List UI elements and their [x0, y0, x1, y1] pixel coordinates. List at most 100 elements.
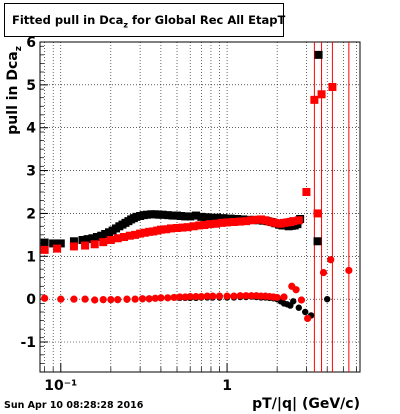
data-point-black: [69, 237, 78, 246]
data-point-red: [328, 83, 337, 91]
data-point-black: [158, 210, 167, 219]
data-point-red: [186, 292, 194, 301]
data-point-red: [261, 216, 270, 225]
data-point-red: [252, 215, 261, 224]
data-point-red: [173, 224, 182, 232]
data-point-red: [192, 292, 200, 301]
data-point-red: [289, 217, 298, 226]
data-point-red: [236, 292, 244, 300]
data-point-red: [40, 245, 49, 254]
data-point-red: [145, 227, 154, 236]
x-axis-label: pT/|q| (GeV/c): [252, 396, 360, 412]
data-point-black: [219, 214, 228, 223]
data-point-red: [90, 240, 99, 249]
data-point-red: [327, 256, 335, 264]
data-point-red: [131, 230, 140, 239]
data-point-black: [78, 236, 87, 244]
data-point-red: [131, 295, 139, 303]
data-point-red: [69, 242, 78, 251]
data-point-red: [120, 233, 129, 241]
data-point-red: [195, 221, 204, 230]
data-point-black: [314, 50, 323, 59]
data-point-red: [99, 295, 107, 304]
data-point-red: [206, 220, 215, 229]
y-tick-label: 0: [26, 292, 36, 308]
y-axis-label-sub: z: [14, 46, 24, 51]
data-point-black: [323, 295, 331, 303]
data-point-red: [197, 292, 205, 301]
data-point-red: [114, 295, 122, 304]
data-point-red: [310, 95, 319, 104]
data-point-red: [106, 236, 115, 244]
data-point-red: [70, 295, 78, 303]
data-point-red: [145, 295, 153, 303]
y-tick-label: 4: [26, 121, 36, 137]
plot-frame: [39, 41, 361, 373]
data-point-red: [178, 223, 187, 232]
data-point-red: [345, 266, 353, 275]
data-point-red: [297, 296, 306, 304]
data-point-red: [57, 295, 65, 303]
data-point-red: [247, 216, 256, 225]
data-point-black: [313, 237, 322, 246]
data-point-red: [209, 292, 217, 300]
data-point-red: [223, 292, 231, 300]
data-point-black: [163, 211, 172, 220]
data-point-black: [191, 211, 200, 220]
data-point-red: [123, 295, 131, 303]
y-tick-label: 2: [26, 206, 36, 222]
data-point-red: [138, 295, 147, 303]
data-point-red: [242, 292, 250, 300]
data-point-red: [81, 295, 89, 303]
data-point-red: [41, 294, 49, 302]
chart-title: Fitted pull in Dcaz for Global Rec All E…: [12, 13, 285, 29]
data-point-red: [257, 215, 266, 224]
data-point-black: [92, 233, 101, 241]
data-point-red: [157, 294, 165, 302]
y-tick-label: 1: [26, 249, 36, 265]
data-point-red: [151, 294, 159, 302]
data-point-black: [143, 210, 152, 219]
data-point-red: [236, 217, 245, 226]
data-point-black: [213, 213, 222, 222]
data-point-red: [156, 225, 165, 234]
data-point-black: [290, 298, 297, 305]
data-point-black: [197, 212, 206, 221]
data-point-black: [173, 211, 182, 220]
data-point-black: [302, 308, 309, 316]
data-point-black: [168, 211, 177, 220]
data-point-red: [53, 244, 62, 253]
data-point-black: [295, 304, 303, 311]
data-point-red: [164, 294, 172, 302]
timestamp-footer: Sun Apr 10 08:28:28 2016: [4, 400, 144, 411]
data-point-red: [113, 234, 122, 243]
chart-title-sub: z: [123, 20, 129, 30]
x-tick-label: 10⁻¹: [44, 378, 77, 394]
data-point-red: [140, 228, 149, 237]
y-tick-label: 3: [26, 164, 36, 180]
data-point-red: [81, 241, 90, 250]
data-point-black: [40, 238, 49, 247]
chart-title-pre: Fitted pull in Dca: [12, 13, 124, 27]
y-tick-label: 5: [26, 78, 36, 94]
data-point-red: [229, 218, 238, 226]
data-point-red: [125, 231, 134, 240]
data-point-black: [88, 234, 97, 243]
x-tick-label: 1: [222, 378, 232, 394]
data-point-red: [319, 268, 328, 277]
data-point-red: [217, 218, 226, 227]
data-point-black: [206, 213, 215, 222]
chart-title-post: for Global Rec All EtapT: [128, 13, 286, 27]
data-point-red: [91, 296, 99, 304]
data-point-red: [294, 216, 303, 225]
data-point-black: [83, 235, 92, 244]
data-point-red: [203, 292, 211, 300]
data-point-red: [183, 223, 192, 232]
data-point-red: [317, 90, 326, 99]
data-point-red: [166, 224, 175, 233]
data-point-red: [302, 188, 311, 196]
data-point-red: [212, 219, 221, 228]
data-point-red: [200, 221, 209, 229]
